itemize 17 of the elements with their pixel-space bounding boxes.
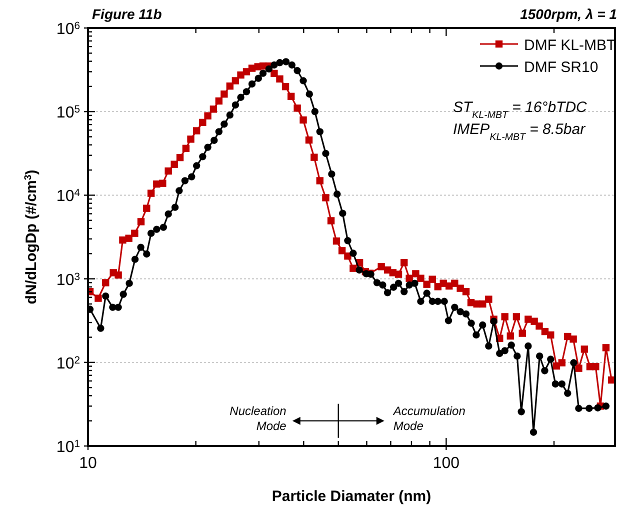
annotation: IMEP$_{KL-MBT}$ = 8.5bar [453,121,586,142]
y-tick-label: 10$^{3}$ [56,271,80,289]
x-tick-label: 10 [79,455,97,472]
y-tick-label: 10$^{2}$ [56,354,80,372]
y-tick-label: 10$^{5}$ [56,104,80,122]
y-tick-label: 10$^{4}$ [56,188,80,206]
legend-label: DMF SR10 [524,59,598,76]
annotation: Accumulation Mode [392,404,466,433]
annotation: ST$_{KL-MBT}$ = 16°bTDC [453,99,588,120]
x-tick-label: 100 [432,455,460,472]
y-tick-label: 10$^{6}$ [56,20,80,38]
y-tick-label: 10$^{1}$ [56,438,80,456]
annotation: Nucleation Mode [230,404,287,433]
chart-subtitle: 1500rpm, λ = 1 [520,6,618,22]
legend-label: DMF KL-MBT [524,37,616,54]
x-axis-title: Particle Diamater (nm) [272,488,432,505]
chart-title: Figure 11b [92,6,162,22]
